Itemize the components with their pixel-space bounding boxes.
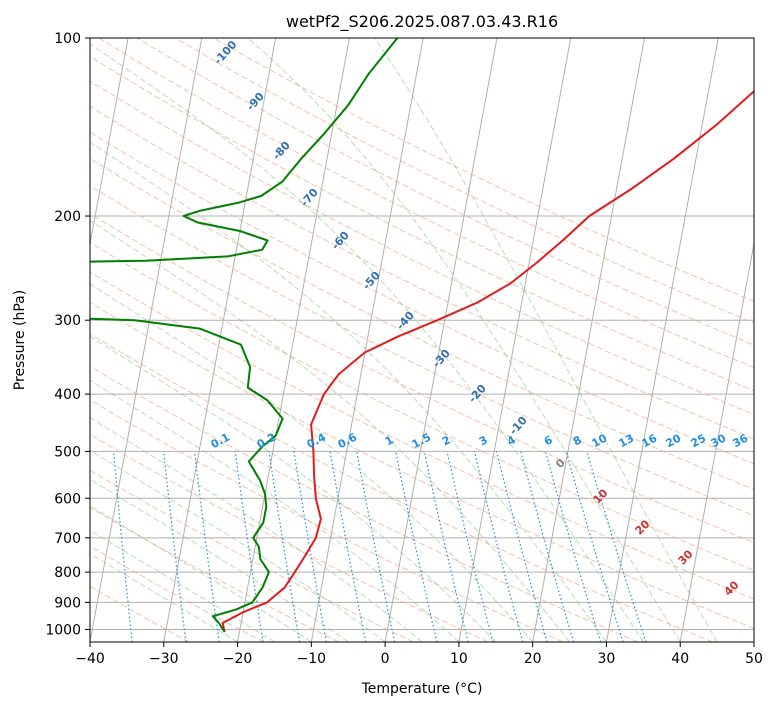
isotherm-line [384,38,498,642]
moist-adiabat-line [90,141,607,642]
isotherm-line [163,38,277,642]
x-axis: −40 −30 −20 −10 0 10 20 30 40 50 [75,642,763,667]
mixing-ratio-label: 30 [709,431,729,450]
isotherm-line [753,639,754,642]
mixing-ratio-line [473,451,524,642]
dry-adiabat-line [90,241,754,571]
moist-adiabat-line [90,43,644,642]
profile-series-line-1 [90,317,284,633]
dry-adiabat-line [90,157,754,490]
isotherm-line [458,38,572,642]
mixing-ratio-label: 36 [731,431,751,450]
mixing-ratio-line [496,451,548,642]
x-tick-label: 0 [381,651,390,667]
moist-adiabat-line [90,379,460,642]
y-tick-label: 1000 [45,622,81,638]
dry-adiabat-line [90,213,754,544]
mixing-ratio-line [520,451,575,642]
y-tick-label: 700 [54,531,81,547]
mixing-ratio-label: 16 [640,431,660,450]
moist-adiabat-line [90,553,238,642]
mixing-ratio-line [268,451,301,642]
dry-adiabat-line [174,38,754,324]
chart-title: wetPf2_S206.2025.087.03.43.R16 [286,12,558,32]
y-tick-label: 200 [54,209,81,225]
mixing-ratio-label: 20 [664,431,684,450]
dry-adiabat-line [90,301,754,630]
dry-adiabat-line [90,271,754,600]
isotherm-line [532,38,646,642]
mixing-ratio-line [565,451,624,642]
y-tick-label: 800 [54,565,81,581]
dry-adiabat-line [90,469,414,642]
y-tick-label: 300 [54,313,81,329]
isotherm-line [310,38,424,642]
dry-adiabat-line [136,38,754,346]
dry-adiabat-line [90,399,564,642]
mixing-ratio-label: 25 [689,432,709,451]
dry-adiabat-line [90,55,754,392]
y-axis-label: Pressure (hPa) [12,290,28,390]
mixing-ratio-line [545,451,602,642]
x-axis-label: Temperature (°C) [361,681,483,697]
y-axis: 1000 900 800 700 600 500 400 300 200 100 [45,31,90,638]
x-tick-label: 40 [671,651,689,667]
dry-adiabat-line [90,105,754,440]
background-lines [90,38,754,642]
profile-series-line-2 [90,38,399,263]
isotherm-line [679,240,754,642]
series-layer [90,38,754,633]
x-tick-label: 50 [745,651,763,667]
profile-series-line-0 [221,89,754,633]
mixing-ratio-line [423,451,469,642]
x-tick-label: 30 [598,651,616,667]
mixing-ratio-line [163,451,187,642]
mixing-ratio-line [395,451,438,642]
moist-adiabat-line [90,283,534,642]
moist-adiabat-line [90,219,570,642]
dry-adiabat-line [90,433,489,642]
y-tick-label: 500 [54,444,81,460]
mixing-ratio-line [113,451,133,642]
mixing-ratio-line [194,451,220,642]
plot-frame [89,37,755,643]
dry-adiabat-line [90,506,339,642]
isotherm-line [90,38,129,247]
mixing-ratio-line [234,451,264,642]
dry-adiabat-line [90,365,639,642]
y-tick-label: 900 [54,595,81,611]
plot-background [90,38,754,642]
x-tick-label: −30 [149,651,179,667]
x-tick-label: −40 [75,651,105,667]
mixing-ratio-label: 13 [617,432,637,451]
moist-adiabat-line [90,335,497,642]
dry-adiabat-line [90,585,190,642]
mixing-ratio-line [446,451,494,642]
moist-adiabat-line [90,478,349,642]
moist-adiabat-line [90,417,423,642]
mixing-ratio-label: 10 [590,431,610,450]
x-tick-label: −10 [297,651,327,667]
moist-adiabat-line [247,38,681,642]
moist-adiabat-line [374,38,718,642]
y-tick-label: 100 [54,31,81,47]
x-tick-label: 20 [524,651,542,667]
x-tick-label: 10 [450,651,468,667]
mixing-ratio-line [586,451,647,642]
y-tick-label: 600 [54,491,81,507]
dry-adiabat-line [90,185,754,517]
x-tick-label: −20 [223,651,253,667]
moist-adiabat-line [90,449,386,642]
y-tick-label: 400 [54,387,81,403]
